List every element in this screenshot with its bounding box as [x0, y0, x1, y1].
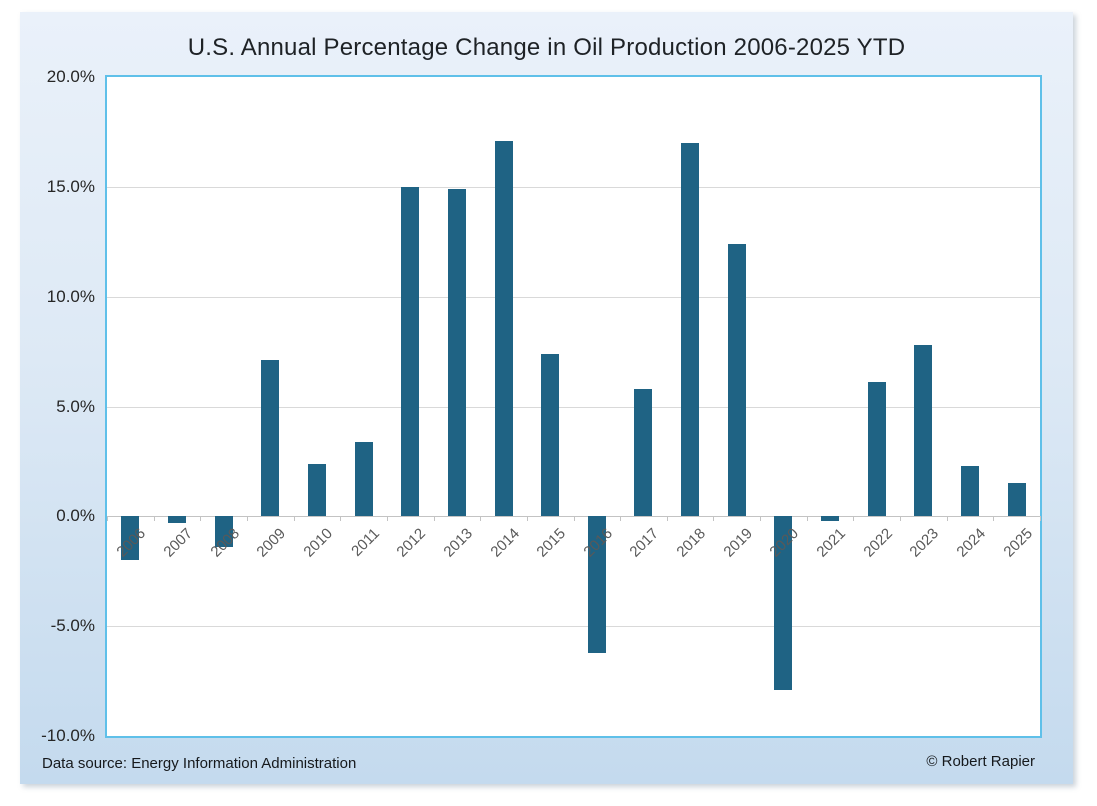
- gridline: [107, 296, 1040, 298]
- y-axis-label: -5.0%: [50, 616, 95, 636]
- x-axis-label: 2015: [533, 525, 570, 561]
- x-axis-label: 2024: [953, 525, 990, 561]
- x-axis-label: 2011: [347, 525, 383, 561]
- x-axis-label: 2019: [720, 525, 756, 561]
- x-axis-tick: [760, 516, 762, 522]
- bar-2008: [214, 516, 233, 548]
- x-axis-label: 2012: [393, 525, 430, 561]
- x-axis-label: 2025: [1000, 525, 1036, 561]
- bar-2009: [261, 360, 280, 517]
- gridline: [107, 406, 1040, 408]
- bar-2021: [821, 516, 840, 521]
- y-axis-label: 0.0%: [56, 506, 95, 526]
- x-axis-label: 2022: [860, 525, 896, 561]
- y-axis-label: 10.0%: [46, 286, 95, 306]
- x-axis-tick: [246, 516, 248, 522]
- bar-2018: [681, 142, 700, 517]
- x-axis-tick: [293, 516, 295, 522]
- x-axis-tick: [946, 516, 948, 522]
- plot-area: 2006 2007 2008 2009 2010 2011 2012 2013 2014 2015…: [105, 75, 1042, 738]
- gridline: [107, 186, 1040, 188]
- bar-2012: [401, 186, 420, 517]
- bar-2007: [167, 516, 186, 523]
- x-axis-tick: [433, 516, 435, 522]
- bar-2013: [447, 189, 466, 517]
- x-axis-tick: [713, 516, 715, 522]
- bar-2016: [587, 516, 606, 653]
- x-axis-tick: [107, 516, 108, 522]
- x-axis-tick: [153, 516, 155, 522]
- x-axis-label: 2007: [160, 525, 196, 561]
- x-axis-label: 2021: [813, 525, 850, 561]
- bar-2023: [914, 344, 933, 517]
- x-axis-tick: [1040, 516, 1041, 522]
- copyright-note: © Robert Rapier: [926, 753, 1035, 770]
- y-axis-label: 15.0%: [46, 176, 95, 196]
- x-axis-label: 2018: [673, 525, 710, 561]
- bar-2006: [121, 516, 140, 561]
- bar-2014: [494, 140, 513, 517]
- chart-title: U.S. Annual Percentage Change in Oil Pro…: [187, 34, 906, 61]
- x-axis-label: 2008: [207, 525, 243, 561]
- y-axis-label: 5.0%: [56, 396, 95, 416]
- x-axis-tick: [386, 516, 388, 522]
- bar-2022: [867, 382, 886, 517]
- x-axis-label: 2010: [300, 525, 336, 561]
- x-axis-label: 2009: [253, 525, 290, 561]
- x-axis-tick: [200, 516, 202, 522]
- x-axis-label: 2023: [906, 525, 943, 561]
- bar-2010: [307, 463, 326, 517]
- x-axis-label: 2014: [486, 525, 523, 561]
- bar-2020: [774, 516, 793, 690]
- bar-2024: [961, 465, 980, 517]
- chart-card: U.S. Annual Percentage Change in Oil Pro…: [20, 12, 1073, 784]
- x-axis-tick: [666, 516, 668, 522]
- y-axis-label: -10.0%: [41, 726, 95, 745]
- x-axis-tick: [526, 516, 528, 522]
- bar-2017: [634, 388, 653, 517]
- x-axis-tick: [480, 516, 482, 522]
- bar-2015: [541, 353, 560, 517]
- x-axis-tick: [900, 516, 902, 522]
- data-source-note: Data source: Energy Information Administ…: [42, 755, 357, 772]
- x-axis-tick: [853, 516, 855, 522]
- x-axis-tick: [806, 516, 808, 522]
- x-axis-tick: [573, 516, 575, 522]
- bar-2019: [727, 243, 746, 517]
- x-axis-label: 2013: [440, 525, 476, 561]
- x-axis-label: 2017: [626, 525, 663, 561]
- x-axis-tick: [620, 516, 622, 522]
- y-axis-label: 20.0%: [46, 67, 95, 86]
- bar-2011: [354, 441, 373, 517]
- x-axis-tick: [993, 516, 995, 522]
- x-axis-tick: [340, 516, 342, 522]
- bar-2025: [1007, 483, 1026, 517]
- gridline: [107, 626, 1040, 628]
